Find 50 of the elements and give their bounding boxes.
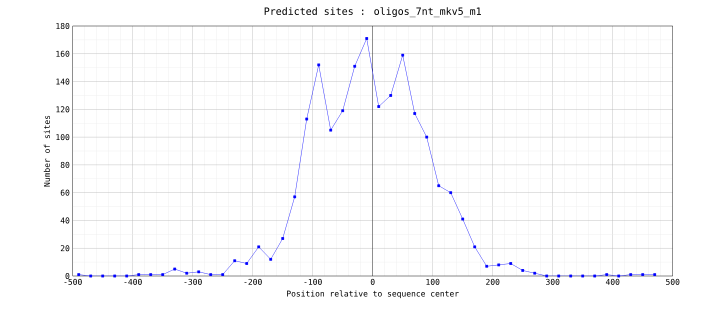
point bbox=[461, 218, 464, 220]
point bbox=[89, 274, 92, 278]
point bbox=[293, 195, 296, 198]
point bbox=[137, 273, 140, 276]
point bbox=[473, 245, 476, 248]
point bbox=[653, 273, 656, 276]
point bbox=[533, 272, 536, 275]
point bbox=[377, 105, 380, 108]
point bbox=[197, 270, 200, 274]
point bbox=[185, 272, 188, 275]
point bbox=[569, 274, 572, 278]
point bbox=[581, 274, 584, 278]
point bbox=[605, 273, 608, 276]
point bbox=[401, 54, 404, 57]
point bbox=[317, 63, 320, 66]
point bbox=[149, 273, 152, 276]
point bbox=[545, 274, 548, 278]
point bbox=[641, 273, 644, 276]
point bbox=[449, 191, 452, 194]
point bbox=[389, 94, 392, 97]
point bbox=[305, 118, 308, 120]
point bbox=[233, 259, 236, 262]
point bbox=[113, 274, 116, 278]
point bbox=[485, 264, 488, 268]
point bbox=[173, 268, 176, 270]
point bbox=[245, 262, 248, 265]
chart-title: Predicted sites : oligos_7nt_mkv5_m1 bbox=[264, 7, 481, 18]
point bbox=[557, 274, 560, 278]
point bbox=[161, 273, 164, 276]
point bbox=[77, 273, 80, 276]
point bbox=[209, 273, 212, 276]
point bbox=[329, 128, 332, 132]
point bbox=[221, 273, 224, 276]
point bbox=[617, 274, 620, 278]
point bbox=[509, 262, 512, 265]
point bbox=[593, 274, 596, 278]
point bbox=[521, 269, 524, 272]
point bbox=[281, 237, 284, 240]
point bbox=[497, 263, 500, 266]
point bbox=[257, 245, 260, 248]
point bbox=[413, 112, 416, 115]
point bbox=[425, 136, 428, 139]
point bbox=[341, 109, 344, 112]
point bbox=[353, 64, 356, 68]
point bbox=[269, 258, 272, 261]
point bbox=[437, 184, 440, 188]
point bbox=[101, 274, 104, 278]
point bbox=[365, 37, 368, 40]
point bbox=[629, 273, 632, 276]
point bbox=[125, 274, 128, 278]
